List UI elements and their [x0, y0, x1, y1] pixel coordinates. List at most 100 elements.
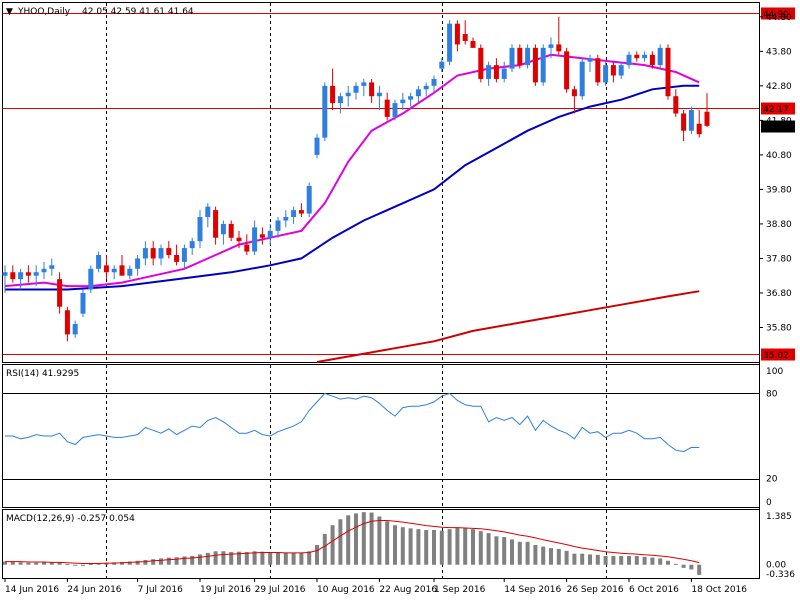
candle-body	[681, 113, 687, 131]
candle-body	[314, 137, 320, 155]
rsi-panel-frame	[2, 364, 760, 508]
candle-body	[408, 96, 414, 100]
time-axis-label: 7 Jul 2016	[138, 585, 183, 595]
macd-histogram-bar	[369, 512, 374, 565]
candle-body	[548, 44, 554, 48]
candle-body	[275, 220, 281, 231]
candle-body	[18, 272, 24, 280]
macd-histogram-bar	[603, 556, 608, 565]
candle-body	[423, 85, 429, 90]
macd-histogram-bar	[221, 551, 226, 565]
candle-body	[96, 254, 102, 269]
candle-body	[283, 217, 289, 221]
candle-body	[361, 82, 367, 86]
macd-histogram-bar	[377, 516, 382, 565]
price-axis-label: 39.80	[766, 185, 792, 195]
macd-axis-label: -0.336	[766, 570, 795, 580]
macd-axis-label: 0.00	[766, 561, 786, 571]
candle-body	[197, 217, 203, 242]
candle-body	[353, 85, 359, 93]
macd-histogram-bar	[393, 525, 397, 565]
macd-histogram-bar	[237, 551, 241, 565]
candle-body	[673, 96, 679, 114]
macd-histogram-bar	[198, 554, 202, 565]
candle-body	[64, 310, 70, 335]
candle-body	[525, 47, 531, 66]
candle-body	[431, 78, 437, 86]
macd-histogram-bar	[580, 553, 585, 565]
candle-body	[174, 254, 180, 262]
macd-histogram-bar	[525, 541, 530, 565]
macd-signal-line	[5, 520, 700, 564]
price-axis-label: 43.80	[766, 47, 792, 57]
candle-body	[80, 292, 86, 314]
macd-histogram-bar	[3, 561, 7, 565]
candle-body	[41, 268, 47, 273]
macd-histogram-bar	[18, 562, 23, 565]
candle-body	[166, 248, 172, 255]
macd-histogram-bar	[549, 548, 553, 565]
price-axis-label: 38.80	[766, 220, 792, 230]
rsi-axis-label: 20	[766, 475, 778, 485]
time-axis-label: 1 Sep 2016	[434, 585, 486, 595]
price-axis-label: 37.80	[766, 254, 792, 264]
rsi-title: RSI(14) 41.9295	[6, 369, 79, 379]
macd-histogram-bar	[88, 563, 93, 565]
macd-histogram-bar	[338, 519, 343, 565]
macd-histogram-bar	[104, 562, 109, 565]
macd-histogram-bar	[49, 562, 54, 565]
candle-body	[259, 234, 265, 238]
candle-body	[665, 47, 671, 97]
dropdown-arrow-icon[interactable]: ▼	[6, 7, 13, 17]
candle-body	[384, 99, 390, 117]
candle-body	[447, 23, 453, 62]
time-axis-label: 26 Sep 2016	[567, 585, 624, 595]
macd-histogram-bar	[346, 515, 351, 565]
time-axis-label: 24 Jun 2016	[67, 585, 121, 595]
macd-title: MACD(12,26,9) -0.257 0.054	[6, 514, 135, 524]
rsi-line	[5, 392, 700, 453]
candle-body	[189, 241, 195, 249]
candle-body	[111, 268, 117, 273]
candle-body	[10, 272, 16, 280]
last-price-tag	[761, 120, 795, 133]
candle-body	[564, 51, 570, 90]
last-price-label: 41.64	[763, 123, 789, 133]
candle-body	[244, 244, 250, 252]
candle-body	[595, 58, 601, 83]
macd-histogram-bar	[533, 544, 538, 565]
macd-histogram-bar	[143, 559, 148, 565]
candle-body	[369, 82, 375, 97]
candle-body	[509, 47, 515, 69]
macd-histogram-bar	[26, 562, 31, 565]
candle-body	[400, 99, 406, 104]
price-level-label: 42.17	[763, 105, 789, 115]
macd-histogram-bar	[205, 552, 210, 565]
macd-histogram-bar	[689, 564, 694, 570]
macd-axis-label: 1.385	[766, 512, 792, 522]
macd-histogram-bar	[572, 553, 577, 565]
candle-body	[2, 272, 8, 276]
candle-body	[649, 54, 655, 66]
macd-histogram-bar	[486, 533, 491, 565]
candle-body	[493, 65, 499, 79]
macd-histogram-bar	[517, 541, 522, 565]
macd-histogram-bar	[463, 528, 468, 565]
candle-body	[392, 103, 398, 117]
macd-histogram-bar	[268, 552, 273, 565]
candle-body	[634, 54, 640, 59]
macd-histogram-bar	[424, 529, 429, 565]
candle-body	[501, 68, 507, 79]
candle-body	[127, 268, 133, 276]
candle-body	[33, 272, 39, 276]
time-axis-label: 14 Sep 2016	[504, 585, 561, 595]
candle-body	[704, 111, 710, 126]
macd-histogram-bar	[673, 563, 678, 565]
macd-histogram-bar	[541, 546, 546, 565]
price-level-tag	[761, 7, 795, 20]
macd-histogram-bar	[611, 556, 616, 565]
candle-body	[579, 61, 585, 97]
candle-body	[25, 272, 31, 276]
macd-histogram-bar	[354, 513, 358, 565]
